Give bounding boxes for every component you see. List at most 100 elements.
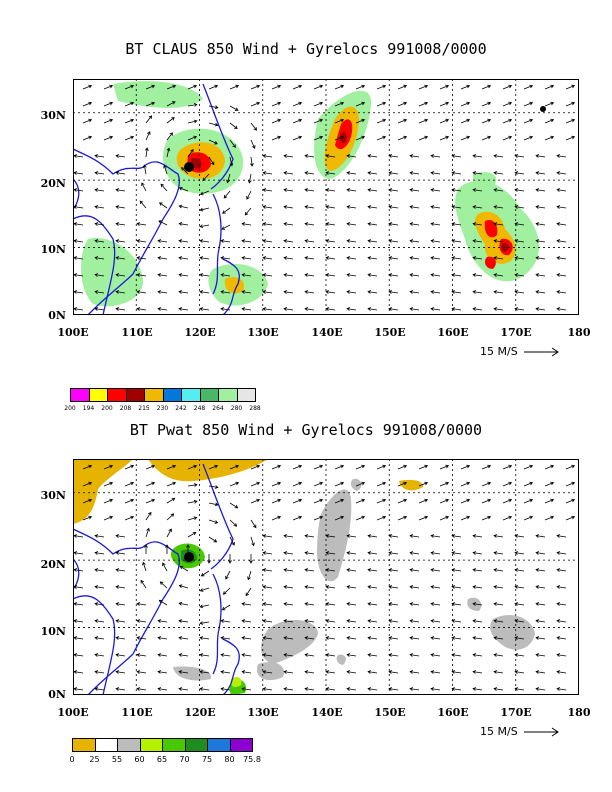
- wind-arrow: [565, 499, 575, 504]
- wind-arrow: [137, 654, 147, 657]
- wind-arrow-head: [241, 256, 246, 260]
- wind-arrow-head: [382, 498, 387, 503]
- pwat-low-east: [399, 479, 423, 491]
- wind-arrow: [229, 519, 237, 527]
- wind-arrow: [229, 536, 235, 546]
- wind-arrow: [229, 156, 233, 166]
- wind-arrow-head: [178, 307, 183, 311]
- wind-arrow: [557, 240, 567, 243]
- wind-arrow-head: [130, 84, 135, 89]
- wind-arrow-head: [514, 585, 519, 589]
- wind-arrow: [82, 136, 92, 141]
- wind-arrow-head: [346, 256, 351, 260]
- wind-arrow: [368, 308, 378, 311]
- wind-arrow-head: [556, 239, 561, 243]
- wind-arrow-head: [340, 118, 345, 123]
- wind-arrow: [473, 206, 483, 209]
- wind-arrow-head: [508, 481, 513, 486]
- wind-arrow-head: [403, 498, 408, 503]
- wind-arrow-head: [214, 485, 219, 489]
- wind-arrow: [250, 519, 257, 528]
- wind-arrow: [250, 85, 260, 90]
- wind-arrow: [368, 155, 378, 158]
- wind-arrow-head: [213, 539, 218, 543]
- wind-arrow: [389, 586, 399, 589]
- wind-arrow: [389, 172, 399, 175]
- wind-arrow-head: [361, 464, 366, 469]
- wind-arrow-head: [220, 273, 225, 277]
- wind-arrow: [557, 569, 567, 572]
- wind-arrow-head: [88, 498, 93, 503]
- wind-arrow: [368, 274, 378, 277]
- wind-arrow: [557, 552, 567, 555]
- wind-arrow: [103, 119, 113, 124]
- wind-arrow-head: [472, 239, 477, 243]
- wind-arrow-head: [319, 464, 324, 469]
- wind-arrow-head: [319, 481, 324, 486]
- wind-arrow: [158, 274, 168, 277]
- wind-arrow: [95, 189, 105, 192]
- wind-arrow-head: [193, 483, 198, 487]
- wind-arrow-head: [256, 498, 261, 503]
- wind-arrow: [145, 115, 152, 124]
- wind-arrow-head: [115, 239, 120, 243]
- wind-arrow-head: [535, 619, 540, 623]
- wind-arrow: [355, 85, 365, 90]
- lon-label-110e: 110E: [121, 326, 153, 339]
- wind-arrow: [515, 603, 525, 606]
- wind-arrow-head: [298, 101, 303, 106]
- lon-label-170e: 170E: [500, 706, 532, 719]
- wind-arrow-head: [207, 560, 211, 564]
- wind-arrow-head: [571, 84, 576, 89]
- lon-label-180: 180: [567, 706, 591, 719]
- wind-arrow-head: [115, 222, 120, 226]
- wind-arrow: [439, 465, 449, 470]
- wind-arrow-head: [179, 566, 184, 570]
- wind-arrow: [397, 465, 407, 470]
- wind-arrow-head: [151, 464, 156, 469]
- wind-arrow: [326, 620, 336, 623]
- wind-arrow-head: [535, 171, 540, 175]
- wind-arrow-head: [234, 125, 238, 130]
- wind-arrow-head: [403, 135, 408, 140]
- wind-arrow-head: [472, 687, 477, 691]
- wind-arrow: [494, 671, 504, 674]
- wind-arrow-head: [445, 118, 450, 123]
- wind-arrow: [536, 688, 546, 691]
- wind-arrow: [187, 136, 197, 141]
- wind-arrow: [179, 637, 189, 640]
- wind-arrow: [305, 654, 315, 657]
- wind-arrow: [222, 604, 231, 611]
- wind-arrow-head: [178, 290, 183, 294]
- wind-arrow: [305, 552, 315, 555]
- wind-arrow-head: [151, 498, 156, 503]
- wind-arrow-head: [170, 513, 175, 517]
- wind-arrow: [242, 274, 252, 277]
- wind-arrow-head: [451, 256, 456, 260]
- wind-arrow-head: [508, 84, 513, 89]
- wind-arrow: [137, 291, 147, 294]
- wind-arrow-head: [346, 205, 351, 209]
- wind-arrow-head: [163, 164, 167, 169]
- wind-arrow: [158, 308, 168, 311]
- wind-arrow-head: [571, 515, 576, 520]
- wind-arrow: [141, 182, 147, 192]
- colorbar-label: 215: [138, 405, 150, 412]
- wind-arrow-head: [472, 636, 477, 640]
- wind-arrow-head: [472, 256, 477, 260]
- wind-arrow-head: [388, 670, 393, 674]
- wind-arrow: [347, 308, 357, 311]
- map-frame: [73, 459, 579, 695]
- wind-arrow: [494, 274, 504, 277]
- wind-arrow: [397, 119, 407, 124]
- wind-arrow: [452, 172, 462, 175]
- colorbar-label: 25: [89, 755, 100, 764]
- wind-arrow-head: [115, 653, 120, 657]
- wind-arrow-head: [115, 154, 120, 158]
- wind-arrow: [431, 172, 441, 175]
- wind-arrow-head: [388, 154, 393, 158]
- wind-arrow: [326, 308, 336, 311]
- wind-arrow-head: [535, 256, 540, 260]
- wind-arrow-head: [508, 101, 513, 106]
- gyre-location-markers: [184, 106, 546, 172]
